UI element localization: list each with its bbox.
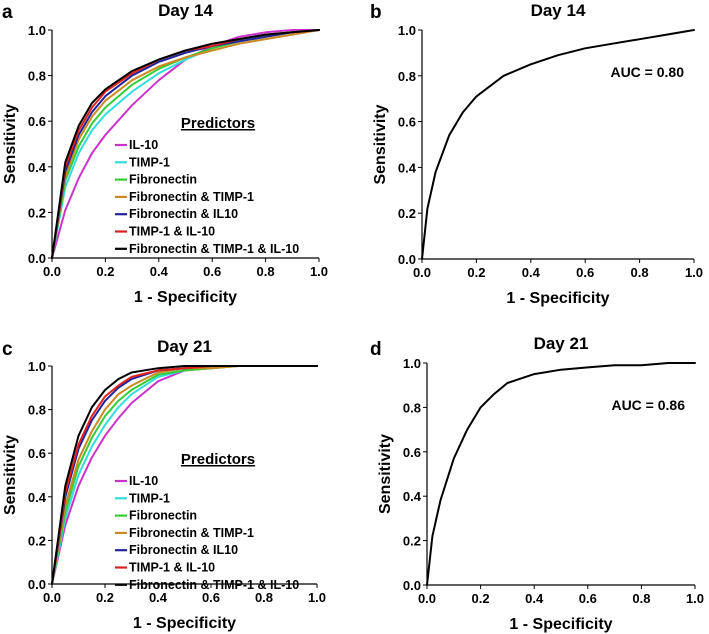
y-tick-label: 0.4	[28, 490, 47, 505]
legend-label: Fibronectin & TIMP-1	[129, 526, 254, 540]
panel-a-chart: Day 14 0.0 0.2 0.4 0.6 0.8 1.0 0.0 0.2 0.4 0.6 0.8 1…	[2, 1, 328, 306]
y-tick-label: 0.4	[403, 489, 422, 504]
x-axis-label: 1 - Specificity	[133, 615, 236, 632]
legend-label: TIMP-1 & IL-10	[129, 225, 215, 239]
series-line-7	[51, 365, 318, 585]
auc-annotation: AUC = 0.86	[611, 397, 685, 413]
y-tick-label: 0.4	[398, 160, 417, 175]
series-line-1	[51, 29, 320, 259]
x-tick-label: 0.0	[43, 590, 61, 605]
legend-label: Fibronectin & TIMP-1	[129, 190, 254, 204]
legend-label: Fibronectin & TIMP-1 & IL-10	[129, 578, 299, 592]
x-tick-label: 1.0	[310, 264, 328, 279]
series-line-1	[426, 362, 696, 586]
y-tick-label: 0.0	[398, 252, 416, 267]
legend-label: TIMP-1 & IL-10	[129, 561, 215, 575]
series-line-4	[51, 29, 320, 259]
y-tick-label: 0.2	[398, 206, 416, 221]
y-tick-label: 0.6	[403, 445, 421, 460]
panel-letter-a: a	[2, 2, 13, 23]
chart-title: Day 21	[157, 337, 212, 356]
legend-title: Predictors	[181, 451, 255, 468]
y-tick-label: 1.0	[28, 23, 46, 38]
legend-label: Fibronectin	[129, 509, 197, 523]
x-tick-label: 0.2	[96, 590, 114, 605]
panel-d-chart: Day 21 0.0 0.2 0.4 0.6 0.8 1.0 0.0 0.2 0.4 0.6 0.8 1…	[377, 334, 704, 633]
legend-label: IL-10	[129, 474, 158, 488]
y-tick-label: 0.2	[28, 205, 46, 220]
panel-letter-d: d	[370, 339, 382, 360]
x-axis-label: 1 - Specificity	[134, 289, 237, 306]
y-tick-label: 0.2	[28, 533, 46, 548]
y-tick-label: 0.8	[28, 69, 46, 84]
y-tick-label: 0.0	[403, 578, 421, 593]
y-tick-label: 0.8	[28, 403, 46, 418]
legend-title: Predictors	[181, 115, 255, 132]
auc-annotation: AUC = 0.80	[610, 64, 684, 80]
x-tick-label: 0.6	[203, 264, 221, 279]
panel-letter-b: b	[370, 2, 382, 23]
x-tick-label: 0.6	[576, 265, 594, 280]
x-tick-label: 0.4	[525, 591, 544, 606]
x-tick-label: 0.0	[413, 265, 431, 280]
x-tick-label: 0.6	[202, 590, 220, 605]
legend-label: TIMP-1	[129, 491, 170, 505]
x-tick-label: 1.0	[308, 590, 326, 605]
x-tick-label: 1.0	[685, 265, 703, 280]
x-axis-label: 1 - Specificity	[506, 290, 609, 307]
series-line-5	[51, 29, 320, 259]
x-tick-label: 0.8	[255, 590, 273, 605]
y-tick-label: 0.6	[28, 446, 46, 461]
y-tick-label: 0.6	[398, 115, 416, 130]
x-axis-label: 1 - Specificity	[509, 616, 612, 633]
x-tick-label: 0.8	[632, 591, 650, 606]
y-axis-label: Sensitivity	[377, 434, 394, 514]
x-tick-label: 0.2	[96, 264, 114, 279]
y-axis-label: Sensitivity	[2, 104, 19, 184]
legend-label: Fibronectin & IL10	[129, 207, 238, 221]
chart-title: Day 21	[534, 334, 589, 353]
series-line-1	[421, 29, 695, 260]
y-tick-label: 0.2	[403, 534, 421, 549]
panel-c-chart: Day 21 0.0 0.2 0.4 0.6 0.8 1.0 0.0 0.2 0.4 0.6 0.8 1…	[2, 337, 326, 632]
y-axis-label: Sensitivity	[2, 435, 19, 515]
legend-label: Fibronectin	[129, 173, 197, 187]
y-tick-label: 0.0	[28, 577, 46, 592]
y-tick-label: 1.0	[28, 359, 46, 374]
legend-label: Fibronectin & IL10	[129, 543, 238, 557]
legend-label: Fibronectin & TIMP-1 & IL-10	[129, 242, 299, 256]
x-tick-label: 1.0	[686, 591, 704, 606]
panel-b-chart: Day 14 0.0 0.2 0.4 0.6 0.8 1.0 0.0 0.2 0.4 0.6 0.8 1…	[372, 1, 703, 307]
panel-letter-c: c	[2, 339, 13, 360]
y-tick-label: 0.0	[28, 251, 46, 266]
y-tick-label: 1.0	[403, 356, 421, 371]
chart-title: Day 14	[158, 1, 213, 20]
x-tick-label: 0.4	[150, 264, 169, 279]
x-tick-label: 0.6	[579, 591, 597, 606]
legend-label: IL-10	[129, 138, 158, 152]
y-tick-label: 0.6	[28, 114, 46, 129]
x-tick-label: 0.8	[257, 264, 275, 279]
x-tick-label: 0.0	[43, 264, 61, 279]
x-tick-label: 0.2	[472, 591, 490, 606]
x-tick-label: 0.8	[631, 265, 649, 280]
y-tick-label: 0.8	[403, 400, 421, 415]
x-tick-label: 0.2	[467, 265, 485, 280]
legend-label: TIMP-1	[129, 155, 170, 169]
y-tick-label: 0.8	[398, 69, 416, 84]
y-axis-label: Sensitivity	[372, 104, 389, 184]
x-tick-label: 0.0	[418, 591, 436, 606]
y-tick-label: 0.4	[28, 160, 47, 175]
x-tick-label: 0.4	[149, 590, 168, 605]
x-tick-label: 0.4	[522, 265, 541, 280]
y-tick-label: 1.0	[398, 23, 416, 38]
chart-title: Day 14	[531, 1, 586, 20]
series-line-7	[51, 29, 320, 259]
